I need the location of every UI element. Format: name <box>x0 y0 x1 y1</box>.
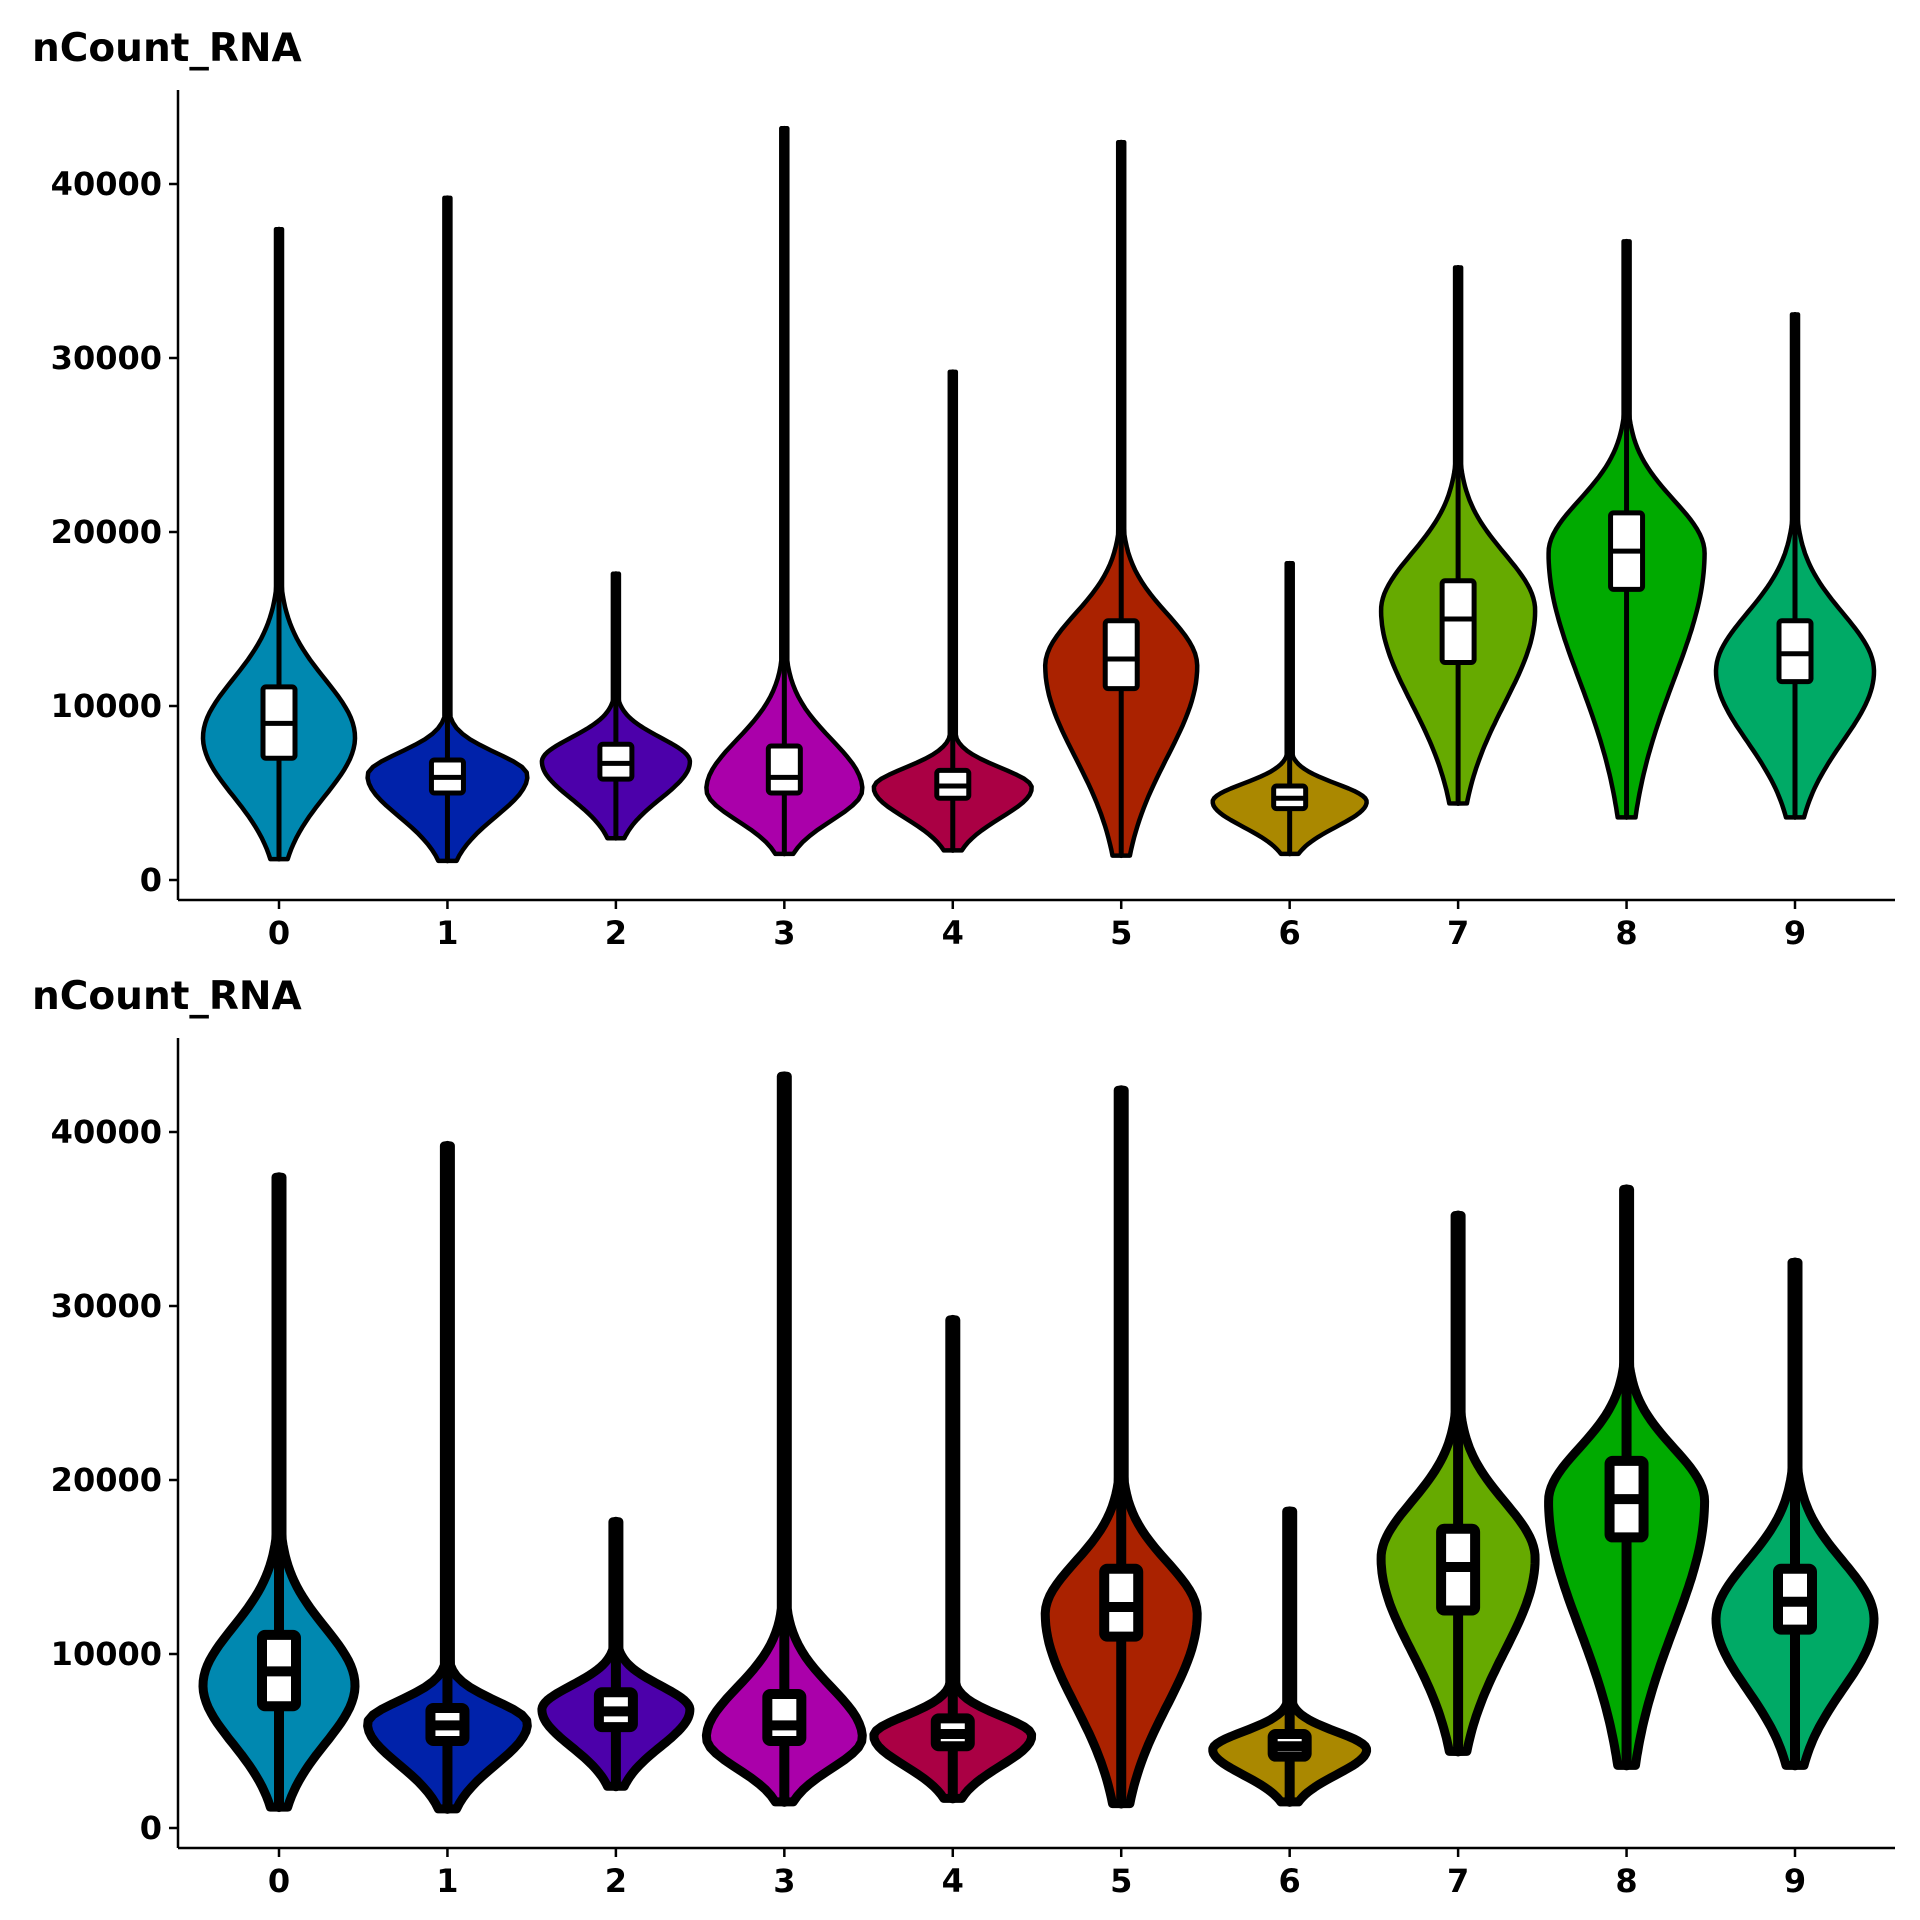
bottom-panel-title: nCount_RNA <box>32 974 302 1019</box>
y-tick-label: 0 <box>140 861 162 899</box>
y-tick-label: 40000 <box>51 165 162 203</box>
violin-cluster-0 <box>200 226 358 862</box>
top-panel-title: nCount_RNA <box>32 26 302 71</box>
x-tick-label: 2 <box>605 1862 627 1900</box>
box-iqr <box>1102 618 1140 692</box>
violin-cluster-7 <box>1376 1210 1540 1757</box>
y-tick-label: 10000 <box>51 1635 162 1673</box>
violin-cluster-2 <box>539 571 693 841</box>
box-iqr <box>762 1689 807 1747</box>
x-tick-label: 9 <box>1784 1862 1806 1900</box>
y-tick-label: 20000 <box>51 513 162 551</box>
x-tick-label: 7 <box>1447 914 1469 952</box>
x-tick-label: 1 <box>436 1862 458 1900</box>
x-tick-label: 6 <box>1279 1862 1301 1900</box>
violin-cluster-7 <box>1378 265 1538 806</box>
violin-cluster-3 <box>701 1071 867 1807</box>
violin-cluster-8 <box>1546 238 1707 820</box>
box-iqr <box>765 743 803 796</box>
bottom-panel-y-axis: 0 10000 20000 30000 40000 <box>51 1113 178 1847</box>
violin-cluster-4 <box>869 1314 1037 1804</box>
x-tick-label: 4 <box>942 914 964 952</box>
x-tick-label: 1 <box>436 914 458 952</box>
bottom-panel-plot-area <box>176 1038 1895 1850</box>
bottom-panel-x-axis: 0 1 2 3 4 5 6 7 8 9 <box>268 1848 1806 1900</box>
violin-cluster-1 <box>363 1140 532 1814</box>
violin-cluster-1 <box>365 195 530 864</box>
x-tick-label: 5 <box>1110 1862 1132 1900</box>
top-panel: nCount_RNA 0 10000 20000 30000 40000 0 1 2 3 4 5 6… <box>32 26 1895 952</box>
violin-cluster-5 <box>1042 139 1200 859</box>
x-tick-label: 7 <box>1447 1862 1469 1900</box>
violin-cluster-9 <box>1713 312 1877 820</box>
x-tick-label: 3 <box>773 1862 795 1900</box>
bottom-panel: nCount_RNA 0 10000 20000 30000 40000 0 1 2 3 4 5 6… <box>32 974 1895 1900</box>
box-iqr <box>1439 578 1477 665</box>
violin-cluster-5 <box>1040 1085 1202 1809</box>
y-tick-label: 30000 <box>51 339 162 377</box>
violin-cluster-6 <box>1208 1506 1372 1807</box>
x-tick-label: 6 <box>1279 914 1301 952</box>
x-tick-label: 3 <box>773 914 795 952</box>
x-tick-label: 0 <box>268 914 290 952</box>
violin-cluster-8 <box>1544 1184 1710 1771</box>
y-tick-label: 20000 <box>51 1461 162 1499</box>
top-panel-y-axis: 0 10000 20000 30000 40000 <box>51 165 178 899</box>
box-iqr <box>1776 618 1814 685</box>
top-panel-x-axis: 0 1 2 3 4 5 6 7 8 9 <box>268 900 1806 952</box>
y-tick-label: 10000 <box>51 687 162 725</box>
x-tick-label: 9 <box>1784 914 1806 952</box>
violin-cluster-4 <box>871 369 1034 853</box>
y-tick-label: 30000 <box>51 1287 162 1325</box>
violin-cluster-0 <box>198 1172 360 1813</box>
violin-cluster-2 <box>537 1516 695 1792</box>
violin-cluster-9 <box>1711 1257 1879 1771</box>
x-tick-label: 4 <box>942 1862 964 1900</box>
x-tick-label: 2 <box>605 914 627 952</box>
y-tick-label: 0 <box>140 1809 162 1847</box>
y-tick-label: 40000 <box>51 1113 162 1151</box>
x-tick-label: 8 <box>1615 1862 1637 1900</box>
x-tick-label: 8 <box>1615 914 1637 952</box>
x-tick-label: 0 <box>268 1862 290 1900</box>
top-panel-plot-area <box>176 90 1895 902</box>
violin-cluster-6 <box>1210 560 1369 857</box>
x-tick-label: 5 <box>1110 914 1132 952</box>
violin-cluster-3 <box>704 125 865 857</box>
